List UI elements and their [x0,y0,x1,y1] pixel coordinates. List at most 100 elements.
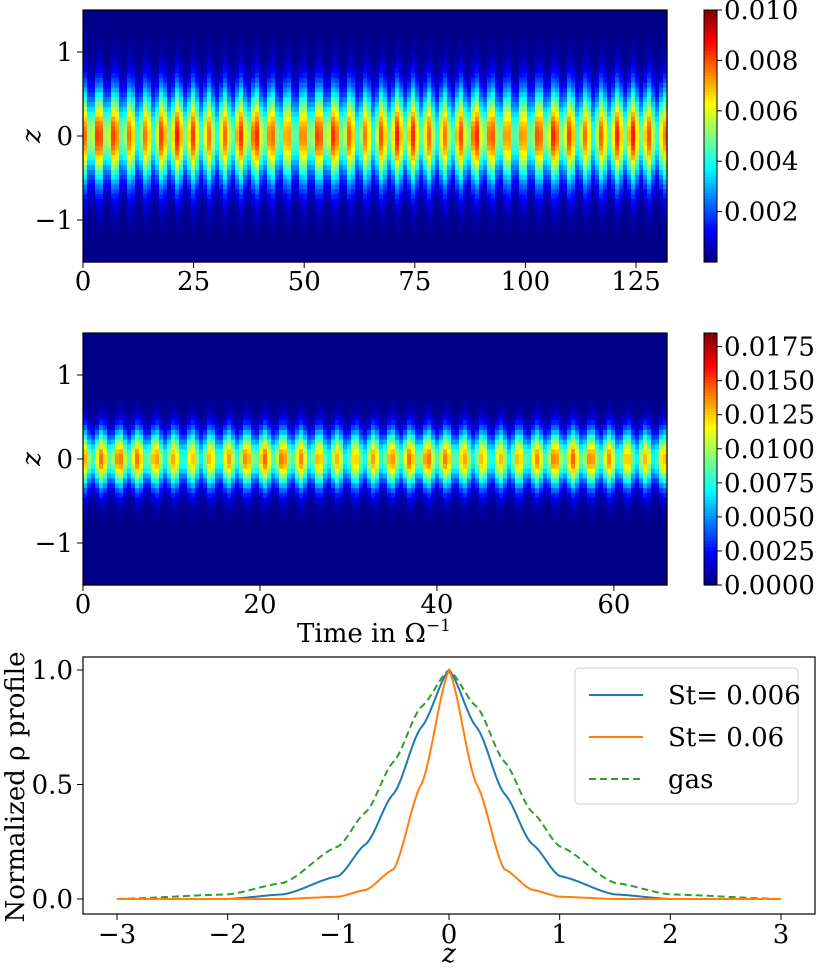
heatmap-cell [191,19,196,26]
heatmap-cell [463,48,468,55]
heatmap-cell [195,165,200,171]
heatmap-cell [183,29,188,35]
heatmap-cell [127,199,132,205]
heatmap-cell [359,242,364,249]
heatmap-cell [291,97,296,103]
heatmap-cell [231,126,236,132]
heatmap-cell [191,150,196,156]
heatmap-cell [163,194,168,200]
heatmap-cell [151,92,156,98]
heatmap-cell [159,58,164,64]
heatmap-cell [371,208,376,215]
heatmap-cell [183,252,188,258]
heatmap-cell [163,145,168,152]
heatmap-cell [323,82,328,89]
heatmap-cell [135,92,140,98]
heatmap-cell [251,34,256,40]
heatmap-cell [287,14,292,21]
heatmap-cell [459,208,464,215]
heatmap-cell [347,106,352,113]
heatmap-cell [271,203,276,210]
heatmap-cell [147,19,152,26]
heatmap-cell [95,140,100,147]
heatmap-cell [123,228,128,234]
heatmap-cell [147,77,152,84]
heatmap-cell [427,111,432,118]
heatmap-cell [143,140,148,147]
heatmap-cell [215,39,220,45]
heatmap-cell [359,184,364,190]
heatmap-cell [139,131,144,137]
heatmap-cell [235,199,240,205]
heatmap-cell [403,19,408,26]
heatmap-cell [375,179,380,186]
heatmap-cell [127,140,132,147]
heatmap-cell [447,184,452,190]
heatmap-cell [315,10,320,16]
heatmap-cell [323,77,328,84]
heatmap-cell [439,24,444,30]
heatmap-cell [323,34,328,40]
heatmap-cell [95,150,100,156]
heatmap-cell [399,228,404,234]
heatmap-cell [115,14,120,21]
heatmap-cell [367,145,372,152]
heatmap-cell [259,53,264,60]
heatmap-cell [347,160,352,166]
heatmap-cell [99,169,104,176]
heatmap-cell [259,150,264,156]
heatmap-cell [83,39,88,45]
heatmap-cell [295,194,300,200]
heatmap-cell [439,97,444,103]
heatmap-cell [195,242,200,249]
heatmap-cell [391,10,396,16]
heatmap-cell [387,160,392,166]
heatmap-cell [339,199,344,205]
heatmap-cell [255,53,260,60]
heatmap-cell [383,213,388,219]
heatmap-cell [83,10,88,16]
heatmap-cell [191,247,196,253]
heatmap-cell [211,160,216,166]
heatmap-cell [127,150,132,156]
heatmap-cell [303,34,308,40]
heatmap-cell [383,169,388,176]
heatmap-cell [267,228,272,234]
heatmap-cell [191,53,196,60]
heatmap-cell [387,218,392,224]
heatmap-cell [443,203,448,210]
heatmap-cell [319,228,324,234]
heatmap-cell [275,102,280,108]
heatmap-cell [239,223,244,229]
heatmap-cell [223,73,228,79]
heatmap-cell [263,19,268,26]
heatmap-cell [363,155,368,161]
heatmap-cell [235,208,240,215]
heatmap-cell [283,29,288,35]
heatmap-cell [431,155,436,161]
heatmap-cell [383,208,388,215]
heatmap-cell [243,160,248,166]
heatmap-cell [459,203,464,210]
heatmap-cell [219,155,224,161]
heatmap-cell [403,242,408,249]
heatmap-cell [207,10,212,16]
heatmap-cell [423,19,428,26]
heatmap-cell [135,97,140,103]
heatmap-cell [371,77,376,84]
heatmap-cell [155,73,160,79]
heatmap-cell [419,43,424,50]
heatmap-cell [343,73,348,79]
heatmap-cell [355,106,360,113]
heatmap-cell [163,102,168,108]
heatmap-cell [171,252,176,258]
heatmap-cell [327,106,332,113]
heatmap-cell [127,257,132,263]
heatmap-cell [291,174,296,181]
heatmap-cell [83,87,88,93]
heatmap-cell [155,203,160,210]
heatmap-cell [111,257,116,263]
heatmap-cell [347,242,352,249]
heatmap-cell [87,145,92,152]
heatmap-cell [403,111,408,118]
